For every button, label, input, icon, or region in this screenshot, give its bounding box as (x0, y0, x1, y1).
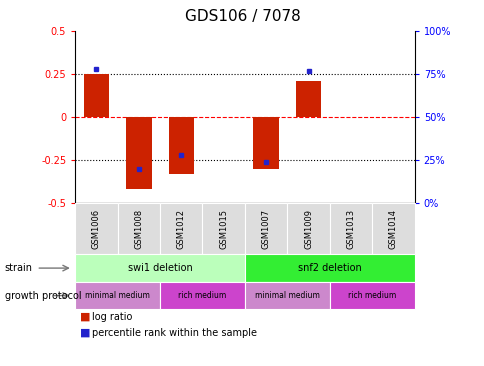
Text: GSM1014: GSM1014 (388, 209, 397, 249)
Text: GSM1012: GSM1012 (176, 209, 185, 249)
Bar (253, 117, 278, 169)
Text: rich medium: rich medium (348, 291, 395, 300)
Text: GSM1009: GSM1009 (303, 209, 313, 249)
Bar (83, 74, 109, 117)
Text: growth protocol: growth protocol (5, 291, 81, 300)
Text: GDS106 / 7078: GDS106 / 7078 (184, 9, 300, 24)
Text: swi1 deletion: swi1 deletion (127, 263, 192, 273)
Text: minimal medium: minimal medium (255, 291, 319, 300)
Text: minimal medium: minimal medium (85, 291, 150, 300)
Text: rich medium: rich medium (178, 291, 226, 300)
Text: snf2 deletion: snf2 deletion (297, 263, 361, 273)
Bar (126, 117, 151, 189)
Text: GSM1015: GSM1015 (219, 209, 228, 249)
Bar (295, 81, 320, 117)
Text: GSM1006: GSM1006 (91, 209, 101, 249)
Text: strain: strain (5, 263, 33, 273)
Text: log ratio: log ratio (92, 311, 132, 322)
Text: GSM1007: GSM1007 (261, 209, 270, 249)
Text: percentile rank within the sample: percentile rank within the sample (92, 328, 257, 338)
Text: ■: ■ (80, 328, 91, 338)
Text: GSM1008: GSM1008 (134, 209, 143, 249)
Text: ■: ■ (80, 311, 91, 322)
Bar (168, 117, 194, 174)
Text: GSM1013: GSM1013 (346, 209, 355, 249)
